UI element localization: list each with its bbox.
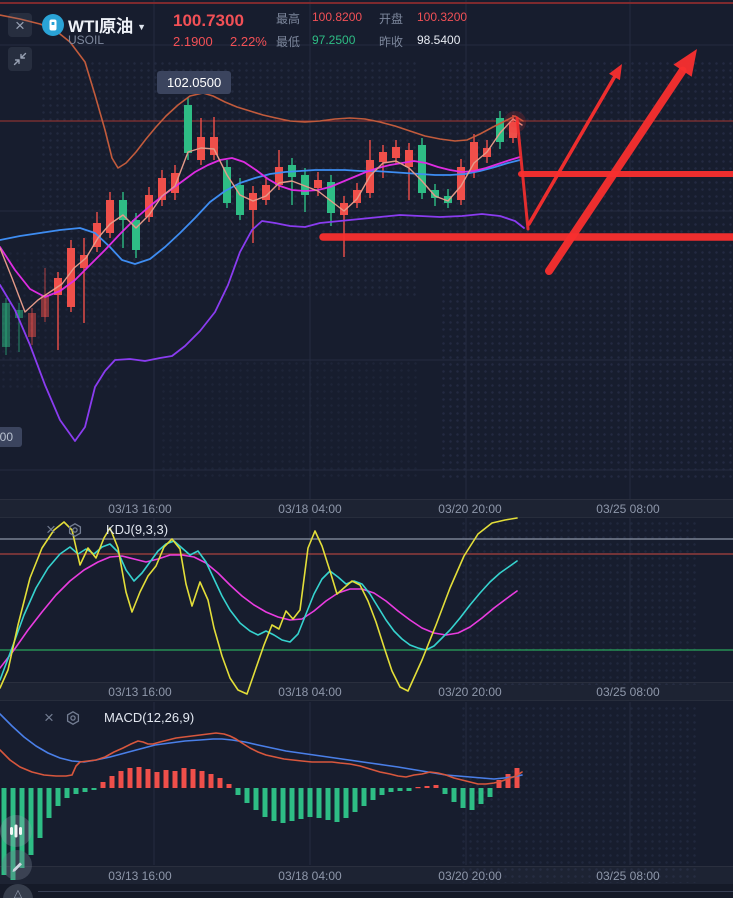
collapse-arrows-icon — [13, 52, 27, 66]
kdj-close-icon[interactable]: × — [46, 520, 56, 539]
low-label: 最低 — [276, 35, 301, 49]
time-tick: 03/13 16:00 — [108, 502, 172, 516]
shape-tool-button[interactable]: △ — [3, 884, 33, 898]
time-tick: 03/20 20:00 — [438, 685, 502, 699]
indicator-adjust-button[interactable] — [0, 815, 32, 847]
time-tick: 03/18 04:00 — [278, 869, 342, 883]
kdj-title: KDJ(9,3,3) — [105, 522, 169, 537]
chevron-down-icon: ▼ — [137, 22, 147, 32]
kdj-time-axis: 03/13 16:00 03/18 04:00 03/20 20:00 03/2… — [0, 682, 733, 701]
low-value: 97.2500 — [312, 33, 356, 47]
high-value: 100.8200 — [312, 10, 363, 24]
time-tick: 03/13 16:00 — [108, 869, 172, 883]
time-tick: 03/18 04:00 — [278, 502, 342, 516]
time-tick: 03/20 20:00 — [438, 869, 502, 883]
time-tick: 03/13 16:00 — [108, 685, 172, 699]
macd-settings-icon[interactable] — [65, 710, 81, 726]
prev-close-label: 昨收 — [379, 35, 404, 49]
instrument-logo — [41, 13, 65, 42]
macd-panel-header: × MACD(12,26,9) — [44, 709, 194, 726]
high-label: 最高 — [276, 12, 301, 26]
price-change: 2.1900 — [173, 34, 213, 49]
time-tick: 03/18 04:00 — [278, 685, 342, 699]
prev-close-value: 98.5400 — [417, 33, 461, 47]
macd-close-icon[interactable]: × — [44, 708, 54, 727]
last-price: 100.7300 — [173, 11, 244, 30]
kdj-panel-header: × KDJ(9,3,3) — [46, 521, 168, 538]
symbol-ticker: USOIL — [68, 33, 105, 47]
close-icon[interactable]: × — [8, 13, 32, 37]
symbol-name: WTI原油 — [68, 17, 134, 36]
macd-title: MACD(12,26,9) — [103, 710, 195, 725]
open-label: 开盘 — [379, 12, 404, 26]
symbol-dropdown[interactable]: WTI原油 ▼ — [68, 12, 146, 37]
equalizer-icon — [10, 824, 22, 838]
pencil-icon — [12, 861, 22, 872]
left-price-tag: 400 — [0, 427, 23, 447]
time-tick: 03/25 08:00 — [596, 869, 660, 883]
time-tick: 03/20 20:00 — [438, 502, 502, 516]
collapse-icon[interactable] — [8, 47, 32, 71]
open-value: 100.3200 — [417, 10, 468, 24]
price-tag: 102.0500 — [157, 71, 232, 94]
panel-divider — [38, 891, 733, 892]
main-time-axis: 03/13 16:00 03/18 04:00 03/20 20:00 03/2… — [0, 499, 733, 518]
kdj-settings-icon[interactable] — [67, 522, 83, 538]
time-tick: 03/25 08:00 — [596, 685, 660, 699]
draw-button[interactable] — [2, 850, 32, 880]
time-tick: 03/25 08:00 — [596, 502, 660, 516]
price-change-pct: 2.22% — [230, 34, 267, 49]
